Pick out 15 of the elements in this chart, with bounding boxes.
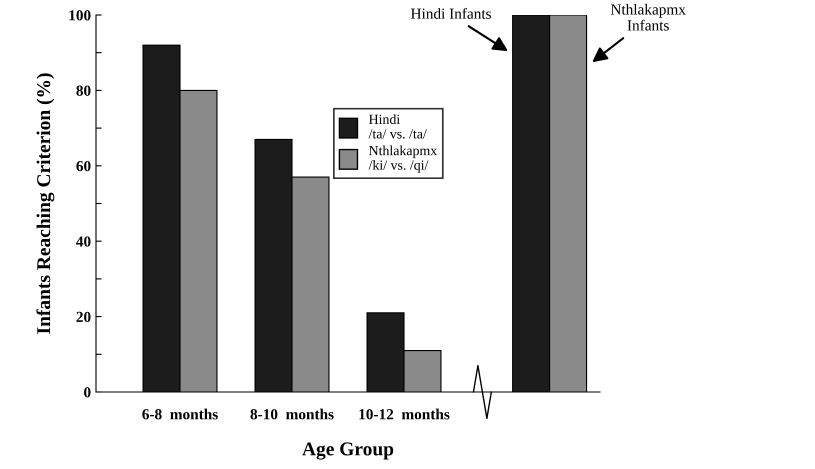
y-tick-label: 100 — [69, 10, 91, 20]
x-tick-label: 6-8 months — [142, 408, 218, 420]
y-tick-label: 80 — [76, 86, 91, 96]
x-tick-label: 8-10 months — [250, 408, 334, 420]
x-axis-title: Age Group — [302, 442, 394, 460]
text: Nthlakapmx Infants — [610, 4, 686, 31]
x-tick-label: 10-12 months — [359, 408, 450, 420]
y-tick-label: 40 — [76, 236, 91, 247]
legend-label: Nthlakapmx /ki/ vs. /qi/ — [368, 145, 438, 173]
annotation: Hindi Infants — [410, 8, 492, 19]
legend-label: Hindi /ta/ vs. /ta/ — [368, 114, 427, 139]
y-axis-title: Infants Reaching Criterion (%) — [36, 73, 54, 334]
y-tick-label: 20 — [76, 312, 91, 322]
y-tick-label: 60 — [76, 160, 91, 172]
y-tick-label: 0 — [84, 387, 91, 398]
